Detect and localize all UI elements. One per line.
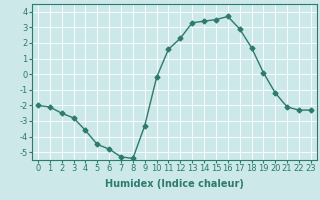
X-axis label: Humidex (Indice chaleur): Humidex (Indice chaleur): [105, 179, 244, 189]
